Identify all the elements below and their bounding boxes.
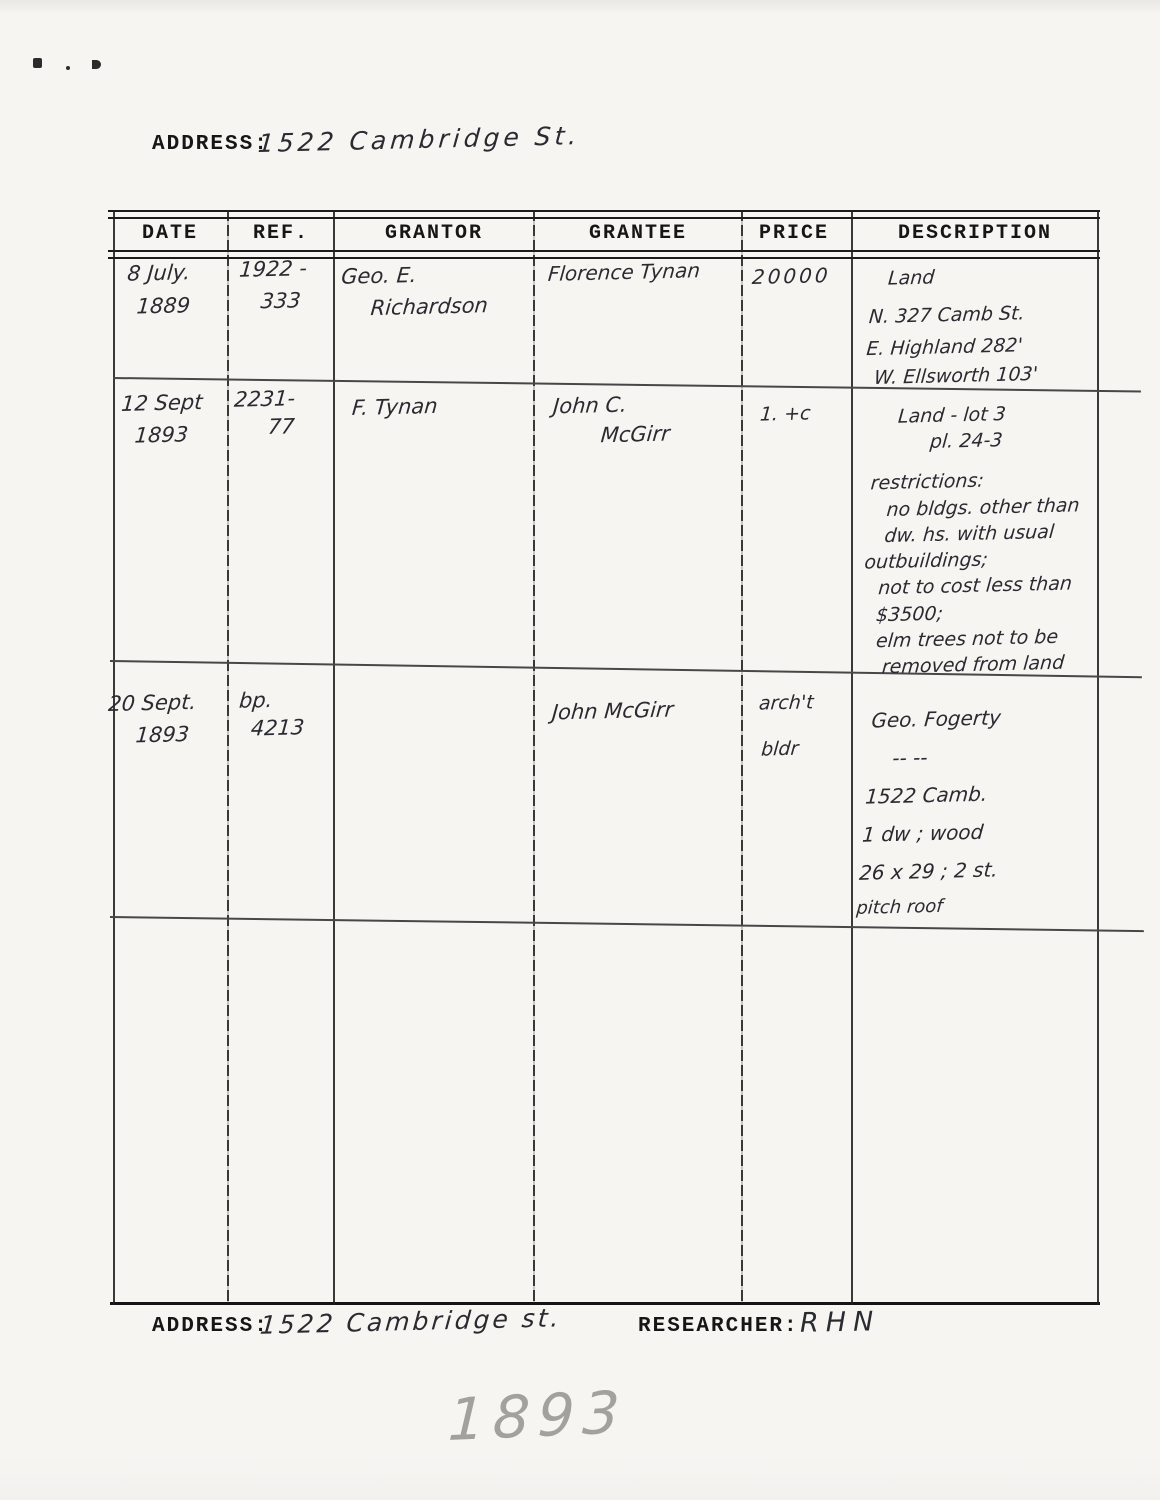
column-divider — [333, 210, 335, 1305]
table-row-cell-date: 20 Sept. 1893 — [107, 689, 198, 748]
table-row-cell-grantor: Geo. E. Richardson — [340, 262, 489, 321]
address-value-handwritten: 1522 Cambridge St. — [256, 121, 582, 158]
ink-speck — [92, 60, 101, 69]
table-row-cell-description: Geo. Fogerty -- -- 1522 Camb. 1 dw ; woo… — [855, 705, 1002, 919]
table-row-cell-price: arch't bldr — [758, 691, 815, 761]
column-header-grantee: GRANTEE — [588, 222, 688, 245]
ink-speck — [33, 58, 42, 68]
table-row-cell-description: Land N. 327 Camb St. E. Highland 282' W.… — [865, 266, 1039, 390]
footer-address-value-handwritten: 1522 Cambridge st. — [258, 1303, 563, 1340]
table-row-cell-grantee: John McGirr — [551, 697, 675, 725]
table-row-cell-date: 8 July. 1889 — [126, 260, 192, 319]
column-divider — [741, 210, 743, 1305]
researcher-initials-handwritten: RHN — [799, 1306, 881, 1339]
table-row-cell-date: 12 Sept 1893 — [120, 389, 204, 448]
table-top-border — [108, 210, 1100, 219]
table-row-cell-price: 1. +c — [759, 402, 812, 426]
table-row-cell-grantor: F. Tynan — [351, 393, 439, 421]
table-row-cell-grantee: John C. McGirr — [552, 392, 671, 448]
table-row-cell-ref: 1922 - 333 — [238, 256, 308, 314]
researcher-label: RESEARCHER: — [638, 1315, 799, 1338]
column-divider — [227, 210, 229, 1305]
column-divider — [851, 210, 853, 1305]
ink-speck — [66, 66, 70, 70]
table-row-cell-grantee: Florence Tynan — [547, 258, 702, 286]
pencil-year-annotation: 1893 — [446, 1377, 630, 1455]
column-header-ref: REF. — [252, 222, 310, 245]
table-row-cell-price: 20000 — [751, 263, 832, 289]
table-row-cell-ref: 2231- 77 — [233, 386, 297, 440]
table-bottom-border — [110, 1302, 1100, 1305]
table-row-cell-description: Land - lot 3 pl. 24-3 restrictions: no b… — [863, 403, 1081, 679]
table-right-border — [1097, 210, 1099, 1305]
footer-address-label: ADDRESS: — [152, 1315, 269, 1338]
column-header-date: DATE — [141, 222, 199, 245]
column-divider — [533, 210, 535, 1305]
table-row-cell-ref: bp. 4213 — [238, 687, 306, 741]
table-left-border — [113, 210, 115, 1305]
column-header-grantor: GRANTOR — [384, 222, 484, 245]
column-header-description: DESCRIPTION — [897, 222, 1053, 245]
header-bottom-border — [108, 250, 1100, 259]
address-label: ADDRESS: — [152, 133, 269, 156]
column-header-price: PRICE — [758, 222, 830, 245]
